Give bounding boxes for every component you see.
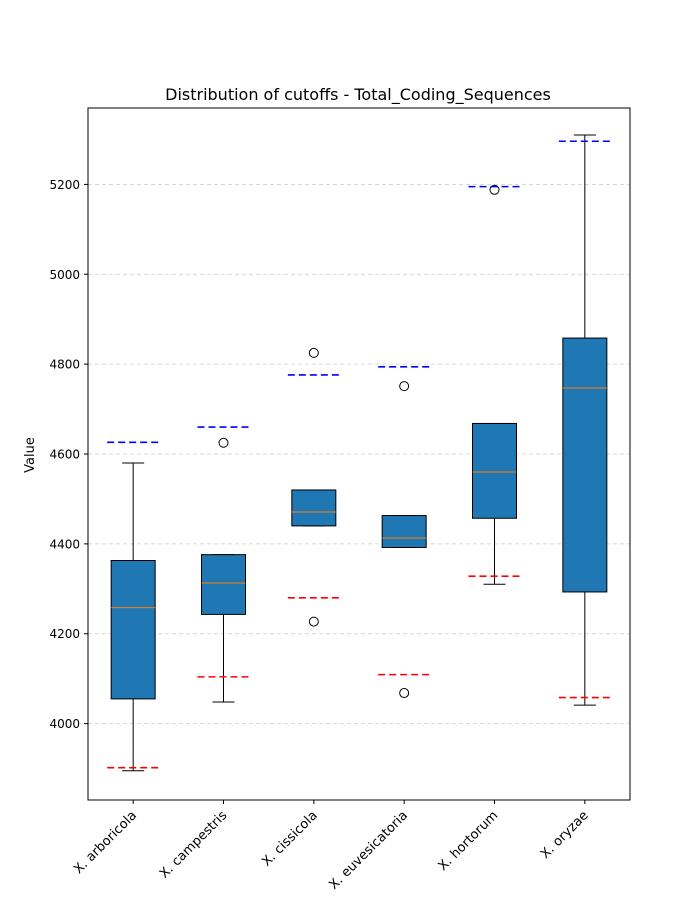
box-iqr xyxy=(562,337,608,593)
axes-frame xyxy=(87,107,631,801)
y-tick-label: 5200 xyxy=(49,178,80,192)
outlier-point xyxy=(308,616,319,627)
box-iqr xyxy=(291,489,337,527)
chart-title: Distribution of cutoffs - Total_Coding_S… xyxy=(165,85,551,105)
outlier-point xyxy=(399,688,410,699)
y-tick-label: 4400 xyxy=(49,537,80,551)
y-axis-label: Value xyxy=(23,437,38,473)
box-iqr xyxy=(201,554,246,615)
x-tick-label: X. hortorum xyxy=(436,808,502,874)
y-tick-label: 5000 xyxy=(49,268,80,282)
plot-area: 4000 4200 4400 4600 4800 5000 5200 X. arboricol… xyxy=(49,107,631,893)
x-tick-label: X. arboricola xyxy=(71,808,140,877)
y-tick-label: 4600 xyxy=(49,448,80,462)
x-tick-label: X. euvesicatoria xyxy=(326,808,411,893)
x-tick-label: X. cissicola xyxy=(259,808,320,869)
outlier-point xyxy=(308,347,319,358)
y-tick-label: 4800 xyxy=(49,358,80,372)
x-tick-label: X. oryzae xyxy=(538,808,592,862)
outlier-point xyxy=(399,381,410,392)
y-tick-label: 4200 xyxy=(49,627,80,641)
box-iqr xyxy=(381,515,427,548)
box-iqr xyxy=(110,559,156,700)
x-tick-label: X. campestris xyxy=(157,808,231,882)
outlier-point xyxy=(489,184,500,195)
y-tick-label: 4000 xyxy=(49,717,80,731)
outlier-point xyxy=(218,437,229,448)
box-iqr xyxy=(472,422,517,519)
